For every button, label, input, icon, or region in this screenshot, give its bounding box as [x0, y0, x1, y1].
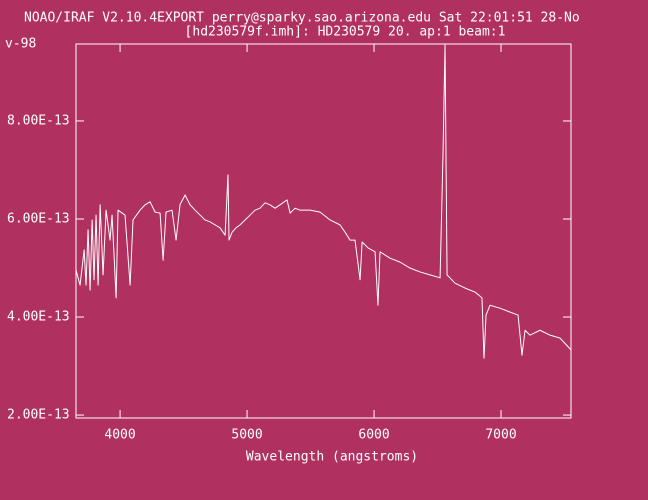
corner-label: v-98 [5, 37, 36, 52]
plot-frame [75, 43, 572, 419]
chart-title: NOAO/IRAF V2.10.4EXPORT perry@sparky.sao… [24, 11, 580, 26]
x-tick-label: 5000 [231, 428, 262, 443]
x-tick-label: 6000 [358, 428, 389, 443]
chart-subtitle: [hd230579f.imh]: HD230579 20. ap:1 beam:… [185, 25, 506, 40]
x-axis-label: Wavelength (angstroms) [246, 450, 418, 465]
y-tick-label: 4.00E-13 [7, 310, 70, 325]
y-tick-label: 8.00E-13 [7, 113, 70, 128]
x-tick-label: 4000 [104, 428, 135, 443]
y-tick-label: 6.00E-13 [7, 211, 70, 226]
x-tick-label: 7000 [485, 428, 516, 443]
spectrum-line [75, 44, 572, 359]
y-tick-label: 2.00E-13 [7, 408, 70, 423]
